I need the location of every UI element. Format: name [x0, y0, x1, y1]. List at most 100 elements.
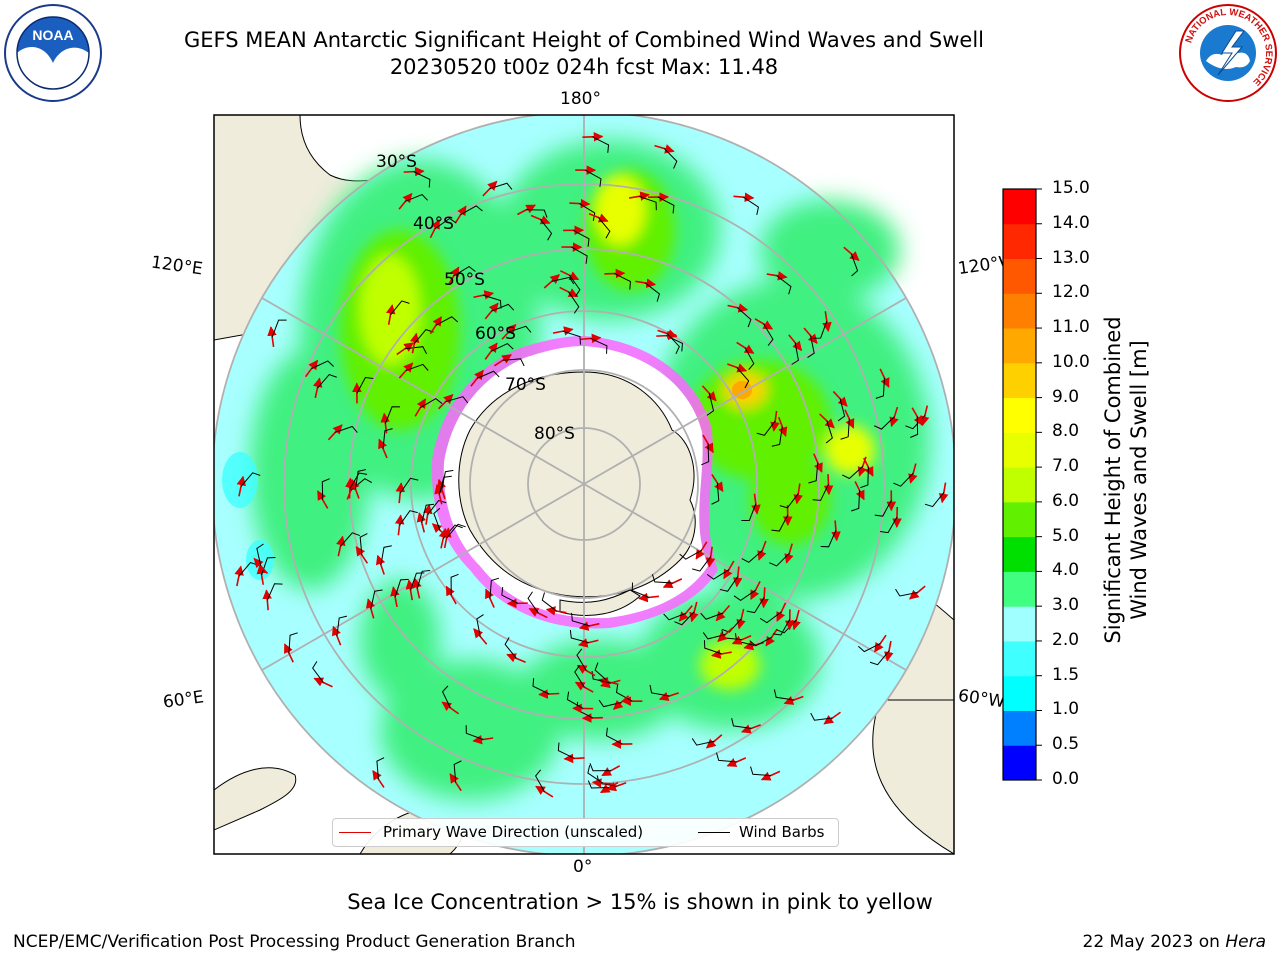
wind-barb	[719, 576, 739, 592]
wave-direction-arrow	[416, 512, 427, 533]
colorbar-tick-label: 8.0	[1052, 421, 1080, 442]
wind-barb	[851, 490, 861, 512]
wind-barb	[773, 689, 795, 701]
wind-barb	[557, 742, 575, 759]
wind-barb	[721, 618, 742, 633]
colorbar-swatch	[1003, 258, 1036, 294]
wind-barb	[744, 347, 755, 371]
colorbar-swatch	[1003, 710, 1036, 746]
wind-barb	[825, 420, 833, 444]
wind-barb	[702, 632, 726, 640]
wind-barb	[807, 335, 815, 358]
wind-barb	[450, 573, 459, 596]
colorbar-tick-label: 6.0	[1052, 490, 1080, 511]
wind-barb	[700, 612, 724, 620]
wind-barb	[589, 763, 611, 772]
wind-barb	[820, 530, 837, 548]
wind-barb	[759, 611, 782, 624]
nws-logo: NATIONAL WEATHER SERVICE	[1179, 4, 1277, 102]
wind-barb	[399, 510, 418, 526]
wave-direction-arrow	[405, 579, 416, 601]
wave-direction-arrow	[395, 482, 406, 504]
wind-barb	[779, 493, 799, 509]
wind-barb	[271, 319, 287, 338]
wind-barb	[776, 275, 792, 295]
colorbar-label-line2: Wind Waves and Swell [m]	[1127, 340, 1151, 620]
colorbar-swatch	[1003, 328, 1036, 364]
wave-direction-arrow	[304, 359, 319, 378]
wind-barb	[733, 589, 756, 601]
wave-direction-arrow	[581, 713, 603, 723]
wind-barb	[840, 418, 850, 440]
wind-barb	[711, 482, 720, 505]
wind-barb	[691, 738, 715, 746]
wind-barb	[427, 499, 447, 516]
wind-barb	[410, 572, 425, 591]
colorbar-swatch	[1003, 745, 1036, 781]
wind-barb	[850, 253, 859, 277]
wind-barb	[910, 416, 919, 438]
colorbar-swatch	[1003, 432, 1036, 468]
colorbar-tick-label: 9.0	[1052, 386, 1080, 407]
wave-direction-arrow	[843, 246, 860, 262]
wind-barb	[404, 346, 427, 355]
wave-direction-arrow	[750, 580, 761, 601]
wind-barb	[405, 363, 429, 372]
colorbar-tick-label: 2.0	[1052, 629, 1080, 650]
colorbar-swatch	[1003, 675, 1036, 711]
wave-arrows	[234, 131, 949, 798]
wind-barb	[240, 472, 261, 487]
colorbar-tick-label: 13.0	[1052, 247, 1090, 268]
lon-label-180: 180°	[560, 89, 601, 109]
map-subtitle: 20230520 t00z 024h fcst Max: 11.48	[389, 55, 779, 79]
map-legend: Primary Wave Direction (unscaled) Wind B…	[332, 818, 839, 847]
wind-barb	[706, 569, 730, 580]
colorbar-tick-label: 7.0	[1052, 456, 1080, 477]
wind-barb	[594, 662, 609, 683]
lat-label-50s: 50°S	[444, 270, 485, 290]
wind-barb	[812, 320, 828, 339]
colorbar-swatch	[1003, 293, 1036, 329]
wind-barb	[644, 282, 660, 302]
wind-barb	[631, 582, 650, 598]
colorbar-tick-label: 0.0	[1052, 769, 1080, 789]
colorbar-swatch	[1003, 189, 1036, 225]
wind-barb	[502, 358, 525, 367]
wind-barb	[895, 588, 918, 597]
wind-barb	[438, 475, 452, 495]
wind-barb	[465, 725, 484, 740]
wind-barb	[571, 612, 590, 627]
wind-barb	[532, 678, 550, 695]
wind-barb	[880, 516, 898, 534]
wind-barb	[587, 765, 604, 784]
wind-barb	[666, 333, 680, 355]
wind-barb	[476, 370, 500, 379]
wind-barb	[441, 469, 454, 490]
colorbar-tick-label: 1.5	[1052, 664, 1080, 685]
lat-label-60s: 60°S	[475, 324, 516, 344]
wind-barb	[420, 397, 443, 409]
credit-text: NCEP/EMC/Verification Post Processing Pr…	[13, 932, 576, 952]
wind-barb	[359, 533, 368, 556]
wind-barb	[614, 273, 632, 290]
wind-barb	[335, 425, 358, 433]
wave-direction-arrow	[678, 605, 693, 622]
colorbar-tick-label: 15.0	[1052, 178, 1090, 198]
wind-barb	[399, 477, 419, 494]
wind-barb	[356, 377, 374, 394]
wave-direction-legend-line	[339, 832, 371, 833]
wind-barb	[317, 373, 337, 389]
wave-direction-arrow	[813, 453, 823, 473]
wind-barb	[749, 636, 772, 647]
date-value: 22 May 2023 on	[1082, 932, 1226, 952]
colorbar-swatch	[1003, 467, 1036, 503]
wind-barb	[483, 294, 502, 309]
wind-barb	[706, 393, 715, 416]
wind-barb	[256, 543, 264, 567]
colorbar-swatch	[1003, 223, 1036, 260]
wind-barb	[441, 685, 451, 709]
wave-direction-arrow	[711, 649, 732, 659]
wind-barb	[842, 465, 864, 480]
wind-barb	[769, 552, 790, 567]
